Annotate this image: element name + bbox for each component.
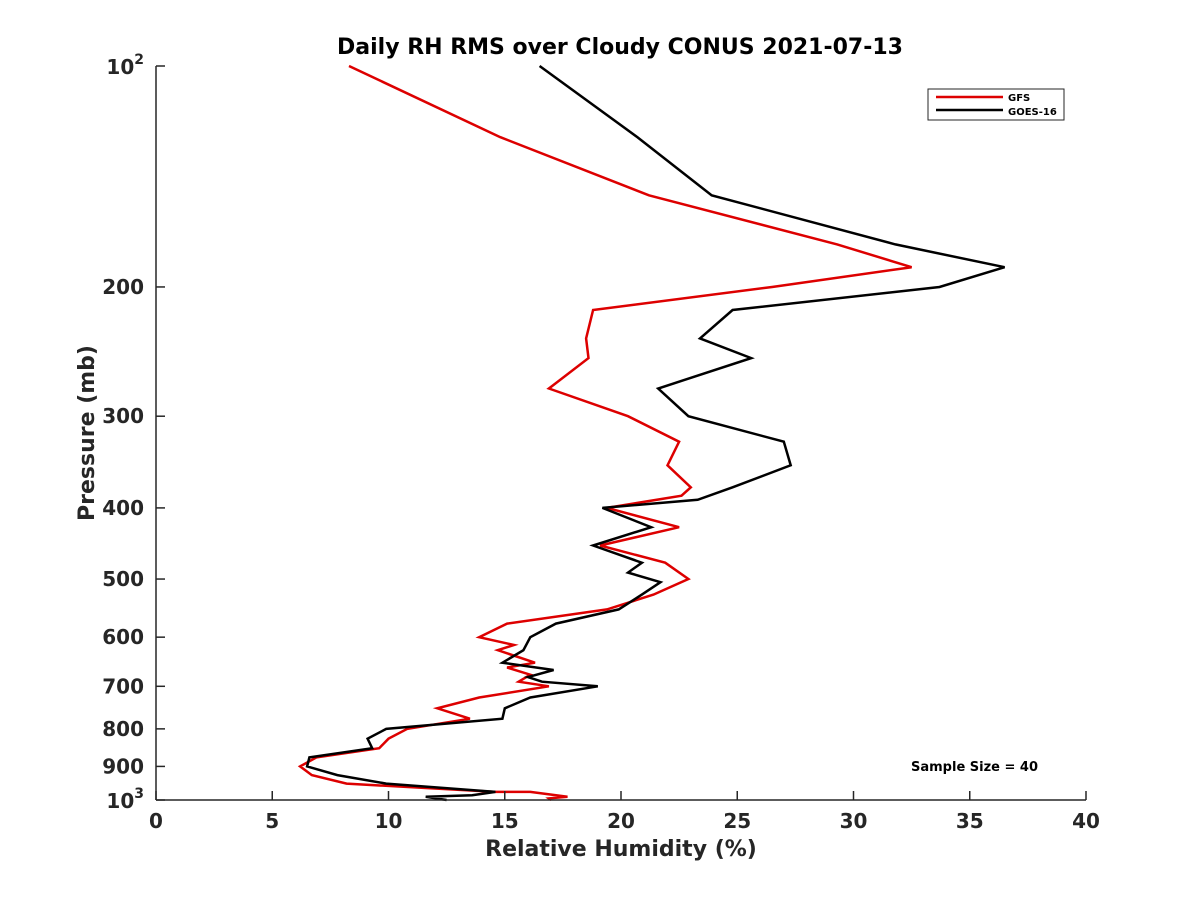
x-ticks: 0 5 10 15 20 25 30 35 40	[149, 791, 1100, 833]
series-line-gfs	[297, 64, 912, 802]
y-tick-label: 900	[102, 754, 144, 778]
legend-box	[927, 88, 1065, 121]
series-layer	[297, 64, 1005, 802]
y-tick-label: 200	[102, 275, 144, 299]
series-line-goes16	[305, 64, 1005, 802]
legend: GFS GOES-16	[927, 88, 1065, 121]
x-tick-label: 20	[607, 809, 635, 833]
x-tick-label: 10	[375, 809, 403, 833]
y-tick-label: 600	[102, 625, 144, 649]
y-tick-label: 103	[106, 786, 144, 813]
x-tick-label: 30	[840, 809, 868, 833]
x-tick-label: 15	[491, 809, 519, 833]
y-tick-label: 400	[102, 496, 144, 520]
x-tick-label: 40	[1072, 809, 1100, 833]
x-tick-label: 5	[265, 809, 279, 833]
chart-title: Daily RH RMS over Cloudy CONUS 2021-07-1…	[337, 35, 903, 60]
y-ticks: 102 200 300 400 500 600 700 800 900 103	[102, 52, 165, 813]
y-tick-label: 800	[102, 717, 144, 741]
legend-label-gfs: GFS	[1008, 93, 1030, 104]
x-axis-label: Relative Humidity (%)	[485, 837, 757, 862]
y-axis-label: Pressure (mb)	[75, 345, 100, 521]
y-tick-label: 700	[102, 674, 144, 698]
x-tick-label: 0	[149, 809, 163, 833]
legend-label-goes16: GOES-16	[1008, 107, 1057, 118]
x-tick-label: 25	[723, 809, 751, 833]
y-tick-label: 300	[102, 404, 144, 428]
x-tick-label: 35	[956, 809, 984, 833]
y-tick-label: 500	[102, 567, 144, 591]
y-tick-label: 102	[106, 52, 144, 79]
sample-size-annotation: Sample Size = 40	[911, 760, 1038, 775]
